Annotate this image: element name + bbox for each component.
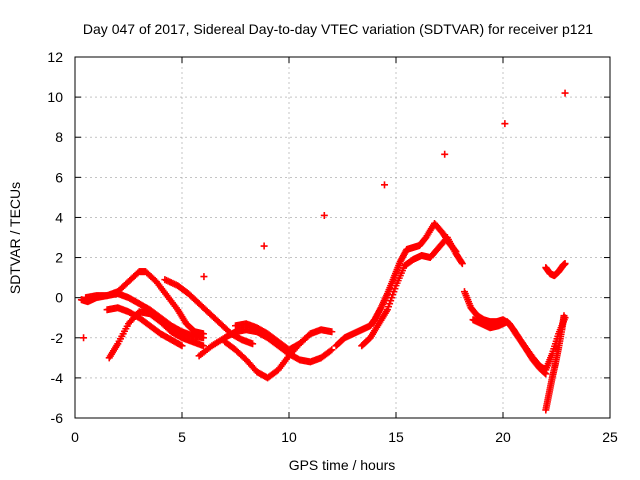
series-arc-3 xyxy=(105,308,207,362)
series-isolated xyxy=(80,89,569,342)
data-point xyxy=(328,346,336,354)
grid-lines xyxy=(75,57,610,418)
y-tick-label: 10 xyxy=(47,89,63,105)
data-point xyxy=(380,181,388,189)
x-tick-label: 25 xyxy=(602,429,618,445)
y-tick-label: 8 xyxy=(55,129,63,145)
series-arc-8 xyxy=(232,320,336,354)
series-arc-10 xyxy=(358,234,466,350)
data-point xyxy=(199,342,207,350)
data-point xyxy=(260,242,268,250)
data-point xyxy=(80,334,88,342)
series-arc-4 xyxy=(103,304,186,350)
y-tick-label: -2 xyxy=(51,330,64,346)
series-arc-5 xyxy=(161,276,257,348)
x-tick-label: 5 xyxy=(178,429,186,445)
data-point xyxy=(199,334,207,342)
y-tick-label: 12 xyxy=(47,49,63,65)
data-point xyxy=(326,347,334,355)
data-point xyxy=(249,340,257,348)
data-point xyxy=(320,211,328,219)
data-point xyxy=(542,370,550,378)
y-tick-label: 2 xyxy=(55,250,63,266)
data-point xyxy=(458,260,466,268)
y-tick-label: 4 xyxy=(55,209,63,225)
y-tick-label: 6 xyxy=(55,169,63,185)
data-point xyxy=(328,328,336,336)
x-tick-label: 20 xyxy=(495,429,511,445)
y-axis-label: SDTVAR / TECUs xyxy=(7,182,23,294)
chart-title: Day 047 of 2017, Sidereal Day-to-day VTE… xyxy=(83,21,593,37)
y-tick-label: -4 xyxy=(51,370,64,386)
series-arc-1 xyxy=(77,268,207,338)
y-tick-label: -6 xyxy=(51,410,64,426)
plot-frame xyxy=(74,56,611,419)
series-arc-14 xyxy=(542,260,569,280)
x-tick-label: 15 xyxy=(388,429,404,445)
data-point xyxy=(561,260,569,268)
x-tick-label: 10 xyxy=(281,429,297,445)
data-point xyxy=(441,150,449,158)
data-point xyxy=(200,273,208,281)
series-arc-12 xyxy=(469,316,550,378)
x-axis-label: GPS time / hours xyxy=(289,457,396,473)
data-point xyxy=(140,303,148,311)
y-tick-label: 0 xyxy=(55,290,63,306)
series-arc-6 xyxy=(195,326,336,366)
data-point xyxy=(178,342,186,350)
data-point xyxy=(458,258,466,266)
data-point xyxy=(501,120,509,128)
data-point xyxy=(561,89,569,97)
x-tick-label: 0 xyxy=(71,429,79,445)
series-arc-13 xyxy=(542,312,568,414)
data-points xyxy=(77,89,569,414)
data-point xyxy=(560,312,568,320)
axis-ticks: 0 5 10 15 20 25 -6 -4 -2 0 2 4 6 8 10 12 xyxy=(47,49,618,445)
